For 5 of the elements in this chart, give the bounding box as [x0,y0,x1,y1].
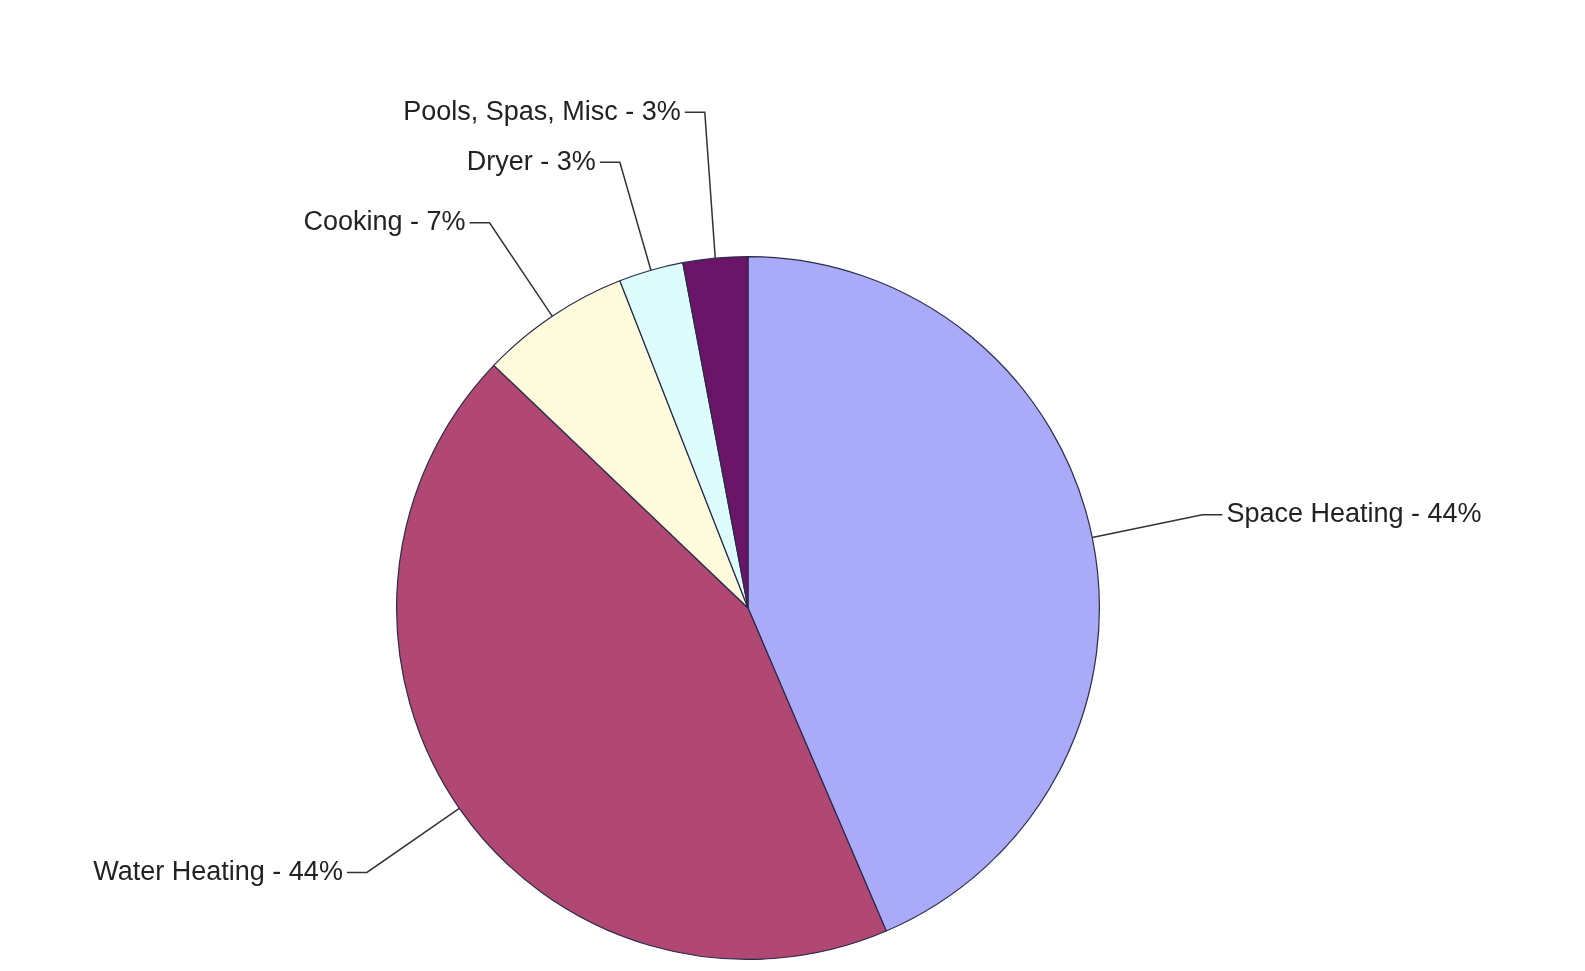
slice-label: Pools, Spas, Misc - 3% [403,95,681,126]
slice-label: Space Heating - 44% [1226,498,1482,529]
slice-label: Dryer - 3% [466,145,596,176]
slice-label: Cooking - 7% [303,206,466,237]
slice-label: Water Heating - 44% [93,855,343,886]
